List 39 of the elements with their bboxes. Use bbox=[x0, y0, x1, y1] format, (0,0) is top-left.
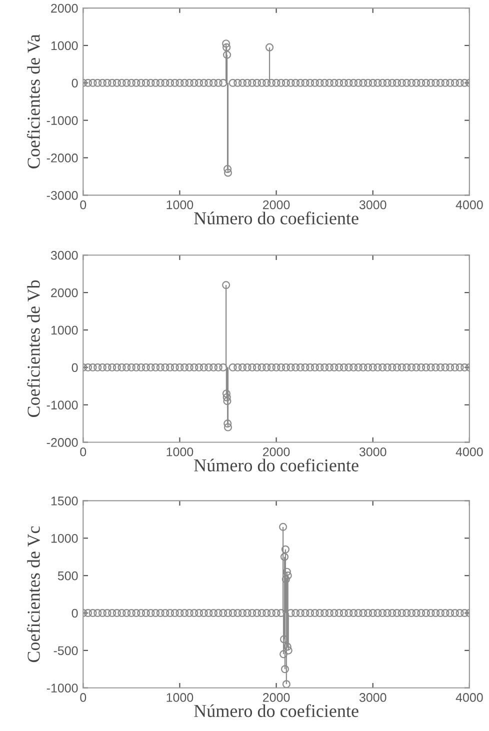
y-tick-label: 1000 bbox=[51, 326, 78, 335]
x-tick-label: 0 bbox=[80, 693, 86, 702]
x-tick-label: 4000 bbox=[456, 447, 483, 456]
y-axis-title: Coeficientes de Va bbox=[26, 34, 40, 168]
x-axis-title: Número do coeficiente bbox=[194, 212, 358, 224]
x-tick-label: 1000 bbox=[166, 693, 194, 702]
x-tick-label: 4000 bbox=[456, 200, 483, 210]
x-axis-title: Número do coeficiente bbox=[194, 458, 358, 472]
y-tick-label: 3000 bbox=[50, 250, 78, 260]
y-tick-label: 1000 bbox=[51, 534, 78, 543]
y-tick-label: 1500 bbox=[51, 496, 78, 506]
x-tick-label: 3000 bbox=[359, 693, 386, 702]
y-axis-title: Coeficientes de Vc bbox=[26, 526, 40, 662]
y-tick-label: -2000 bbox=[46, 438, 78, 447]
x-tick-label: 4000 bbox=[456, 693, 483, 702]
y-tick-label: -3000 bbox=[46, 190, 78, 200]
x-tick-label: 2000 bbox=[263, 447, 290, 456]
x-tick-label: 3000 bbox=[359, 447, 386, 456]
y-tick-label: -1000 bbox=[46, 684, 78, 693]
x-tick-label: 2000 bbox=[263, 693, 290, 702]
y-tick-label: 0 bbox=[72, 608, 78, 618]
x-axis-title: Número do coeficiente bbox=[194, 704, 358, 718]
x-tick-label: 1000 bbox=[166, 447, 194, 456]
y-tick-label: -1000 bbox=[46, 116, 78, 125]
y-tick-label: 0 bbox=[72, 363, 78, 372]
x-tick-label: 2000 bbox=[263, 200, 290, 210]
y-tick-label: -500 bbox=[54, 646, 78, 656]
y-tick-label: 1000 bbox=[51, 41, 78, 50]
x-tick-label: 0 bbox=[80, 200, 86, 210]
y-tick-label: 0 bbox=[72, 78, 78, 88]
x-tick-label: 1000 bbox=[166, 200, 194, 210]
x-tick-label: 3000 bbox=[359, 200, 386, 210]
y-axis-title: Coeficientes de Vb bbox=[26, 280, 40, 417]
y-tick-label: -2000 bbox=[46, 154, 78, 162]
y-tick-label: 500 bbox=[58, 571, 78, 580]
y-tick-label: 2000 bbox=[51, 4, 78, 13]
y-tick-label: -1000 bbox=[46, 400, 78, 410]
x-tick-label: 0 bbox=[80, 447, 86, 456]
y-tick-label: 2000 bbox=[51, 288, 78, 298]
